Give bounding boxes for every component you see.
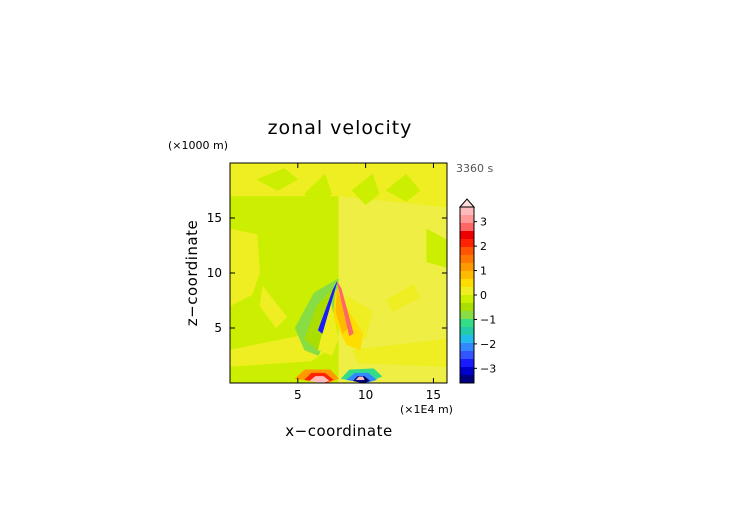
y-tick-label: 10 <box>207 266 222 280</box>
colorbar-label: 0 <box>480 289 487 302</box>
colorbar-swatch <box>460 311 474 320</box>
x-axis-ticks: 5 10 15 <box>294 163 441 402</box>
chart-title: zonal velocity <box>268 117 413 139</box>
contour-region <box>335 289 349 334</box>
colorbar-swatch <box>460 367 474 376</box>
x-axis-label: x−coordinate <box>285 422 392 440</box>
y-axis-ticks: 5 10 15 <box>207 211 447 335</box>
plot-area <box>229 162 448 384</box>
x-tick-label: 5 <box>294 388 302 402</box>
colorbar-swatch <box>460 271 474 280</box>
colorbar-swatch <box>460 343 474 352</box>
colorbar-swatch <box>460 319 474 328</box>
colorbar-swatch <box>460 327 474 336</box>
colorbar-swatch <box>460 215 474 224</box>
colorbar-swatch <box>460 207 474 216</box>
colorbar-swatch <box>460 263 474 272</box>
colorbar-swatch <box>460 359 474 368</box>
contour-region <box>256 168 299 191</box>
contour-region <box>336 281 354 336</box>
x-tick-label: 10 <box>358 388 373 402</box>
colorbar-label: 1 <box>480 265 487 278</box>
colorbar-swatch <box>460 231 474 240</box>
contour-region <box>385 173 421 202</box>
colorbar-swatch <box>460 223 474 232</box>
colorbar-label: −2 <box>480 338 496 351</box>
colorbar-swatch <box>460 303 474 312</box>
colorbar-swatch <box>460 335 474 344</box>
colorbar-swatch <box>460 287 474 296</box>
colorbar-swatch <box>460 239 474 248</box>
colorbar-swatch <box>460 351 474 360</box>
contour-region <box>385 283 421 312</box>
colorbar-extend-arrow <box>458 198 476 208</box>
contour-region <box>351 173 380 206</box>
y-axis-label: z−coordinate <box>183 220 201 326</box>
x-unit-label: (×1E4 m) <box>400 403 453 416</box>
colorbar-swatch <box>460 247 474 256</box>
colorbar-label: 3 <box>480 216 487 229</box>
colorbar: 3 2 1 0 −1 −2 −3 <box>458 198 496 384</box>
colorbar-swatch <box>460 295 474 304</box>
colorbar-label: −3 <box>480 362 496 375</box>
colorbar-swatch <box>460 279 474 288</box>
colorbar-label: −1 <box>480 313 496 326</box>
x-tick-label: 15 <box>426 388 441 402</box>
contour-region <box>259 285 288 329</box>
colorbar-swatch <box>460 375 474 384</box>
y-tick-label: 5 <box>214 321 222 335</box>
contour-region <box>304 173 332 208</box>
colorbar-label: 2 <box>480 240 487 253</box>
contour-region <box>317 281 338 334</box>
y-tick-label: 15 <box>207 211 222 225</box>
contour-region <box>355 376 365 380</box>
y-unit-label: (×1000 m) <box>168 139 228 152</box>
time-label: 3360 s <box>456 162 493 175</box>
colorbar-swatch <box>460 255 474 264</box>
